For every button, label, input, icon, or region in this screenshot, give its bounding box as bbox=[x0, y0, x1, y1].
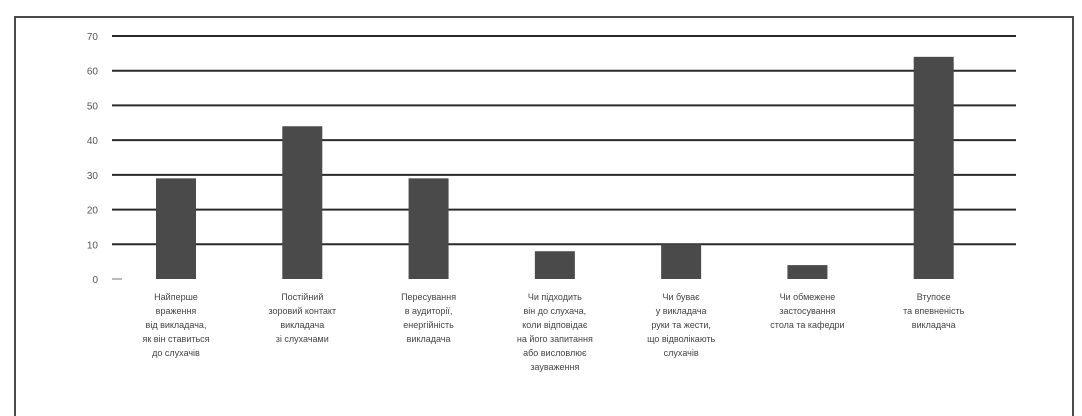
bar bbox=[913, 56, 954, 280]
x-category-label: Постійний зоровий контакт викладача зі слух… bbox=[268, 292, 336, 344]
bar bbox=[787, 265, 828, 279]
bar-chart: 0 10 20 30 40 50 60 70 Найперше враження від викла… bbox=[87, 32, 1016, 372]
y-tick-label: 70 bbox=[87, 32, 99, 43]
x-category-label: Найперше враження від викладача, як він ста… bbox=[142, 292, 209, 358]
bar bbox=[156, 178, 196, 279]
y-tick-label: 40 bbox=[87, 136, 99, 147]
x-category-label: Чи підходить він до слухача, коли відповід… bbox=[517, 292, 593, 372]
y-tick-label: 30 bbox=[87, 171, 99, 182]
bar bbox=[408, 178, 449, 279]
bar bbox=[661, 244, 702, 279]
x-category-label: Чи обмежене застосування стола та кафедри bbox=[770, 292, 844, 330]
y-tick-label: 0 bbox=[92, 275, 98, 286]
y-tick-label: 20 bbox=[87, 206, 99, 217]
y-tick-label: 10 bbox=[87, 240, 99, 251]
x-category-label: Чи буває у викладача руки та жести, що відв… bbox=[647, 292, 715, 358]
x-category-label: Пересування в аудиторії, енергійність викла… bbox=[401, 292, 456, 344]
y-tick-label: 50 bbox=[87, 101, 99, 112]
x-category-label: Втупоєе та впевненість викладача bbox=[903, 292, 965, 330]
y-tick-label: 60 bbox=[87, 67, 99, 78]
bar bbox=[282, 126, 323, 279]
bar bbox=[534, 251, 575, 279]
chart-frame bbox=[14, 16, 1074, 416]
